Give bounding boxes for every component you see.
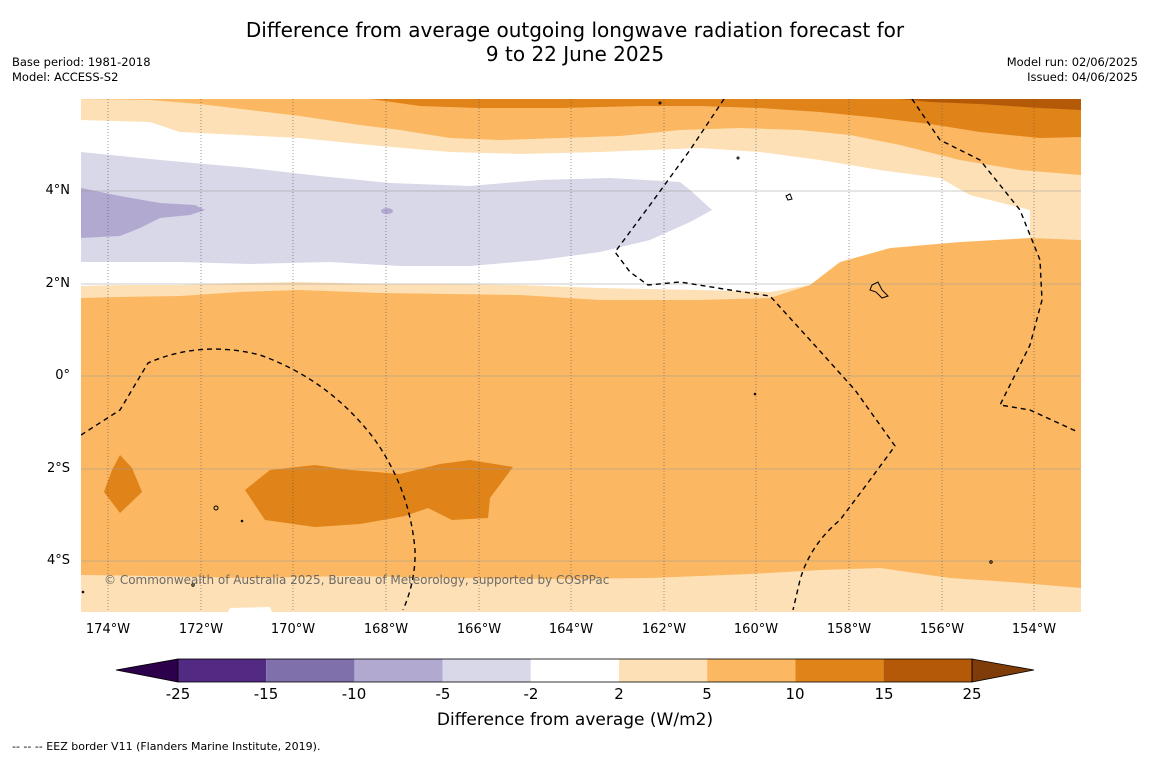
colorbar-swatch-7 xyxy=(707,659,796,682)
colorbar xyxy=(115,658,1035,683)
colorbar-swatch-4 xyxy=(442,659,531,682)
lat-label-2n: 2°N xyxy=(45,276,71,291)
anomaly-band-2-5-south xyxy=(81,568,1081,612)
base-period: Base period: 1981-2018 xyxy=(12,55,151,69)
colorbar-label-15: 15 xyxy=(874,685,894,703)
lon-label-158w: 158°W xyxy=(826,622,872,637)
model-run: Model run: 02/06/2025 xyxy=(1006,55,1138,69)
anomaly-band-10-15-north xyxy=(370,99,1081,138)
lat-label-4n: 4°N xyxy=(45,183,71,198)
colorbar-title: Difference from average (W/m2) xyxy=(436,710,714,730)
lat-gridlines xyxy=(81,190,1081,562)
anomaly-patch-10-15-central xyxy=(245,460,513,527)
colorbar-label-neg2: -2 xyxy=(523,685,539,703)
lon-label-156w: 156°W xyxy=(919,622,965,637)
anomaly-band-5-10-north xyxy=(81,99,1081,175)
title-line-1: Difference from average outgoing longwav… xyxy=(245,18,905,42)
colorbar-label-neg15: -15 xyxy=(253,685,279,703)
colorbar-swatch-8 xyxy=(795,659,884,682)
issued-date: Issued: 04/06/2025 xyxy=(1027,70,1138,84)
colorbar-swatch-2 xyxy=(266,659,355,682)
lon-label-154w: 154°W xyxy=(1011,622,1057,637)
anomaly-band-neg5-neg10 xyxy=(81,188,205,238)
lon-label-168w: 168°W xyxy=(363,622,409,637)
model-name: Model: ACCESS-S2 xyxy=(12,70,119,84)
colorbar-swatch-1 xyxy=(178,659,267,682)
map-title: Difference from average outgoing longwav… xyxy=(0,18,1150,66)
colorbar-label-2: 2 xyxy=(614,685,624,703)
colorbar-label-5: 5 xyxy=(702,685,712,703)
lat-label-2s: 2°S xyxy=(46,461,70,476)
colorbar-label-25: 25 xyxy=(962,685,982,703)
lon-label-166w: 166°W xyxy=(456,622,502,637)
colorbar-label-neg25: -25 xyxy=(165,685,191,703)
colorbar-swatch-6 xyxy=(619,659,708,682)
colorbar-label-10: 10 xyxy=(785,685,805,703)
islands xyxy=(81,101,993,594)
colorbar-swatch-9 xyxy=(883,659,972,682)
colorbar-extend-high xyxy=(971,658,1035,683)
map-area xyxy=(81,99,1081,612)
colorbar-swatch-5 xyxy=(530,659,619,682)
anomaly-spot xyxy=(381,208,393,214)
lon-label-172w: 172°W xyxy=(178,622,224,637)
lon-label-162w: 162°W xyxy=(641,622,687,637)
eez-borders xyxy=(81,99,1079,611)
eez-footer-note: -- -- -- EEZ border V11 (Flanders Marine… xyxy=(12,740,321,753)
colorbar-label-neg5: -5 xyxy=(435,685,451,703)
colorbar-label-neg10: -10 xyxy=(341,685,367,703)
lon-label-170w: 170°W xyxy=(270,622,316,637)
colorbar-extend-low xyxy=(115,658,179,683)
lon-label-174w: 174°W xyxy=(85,622,131,637)
anomaly-band-15-25-north xyxy=(900,99,1081,110)
lat-label-4s: 4°S xyxy=(46,553,70,568)
copyright-notice: © Commonwealth of Australia 2025, Bureau… xyxy=(104,573,610,587)
title-line-2: 9 to 22 June 2025 xyxy=(485,42,665,66)
lon-label-164w: 164°W xyxy=(548,622,594,637)
anomaly-band-neg2-neg5 xyxy=(81,152,712,266)
lat-label-equator: 0° xyxy=(55,368,70,383)
anomaly-band-neutral-south xyxy=(228,607,272,612)
colorbar-swatch-3 xyxy=(354,659,443,682)
meta-right: Model run: 02/06/2025 Issued: 04/06/2025 xyxy=(1007,55,1138,85)
meta-left: Base period: 1981-2018 Model: ACCESS-S2 xyxy=(12,55,151,85)
colorbar-frame xyxy=(177,658,973,683)
anomaly-patch-10-15-west xyxy=(104,455,142,513)
lon-label-160w: 160°W xyxy=(733,622,779,637)
